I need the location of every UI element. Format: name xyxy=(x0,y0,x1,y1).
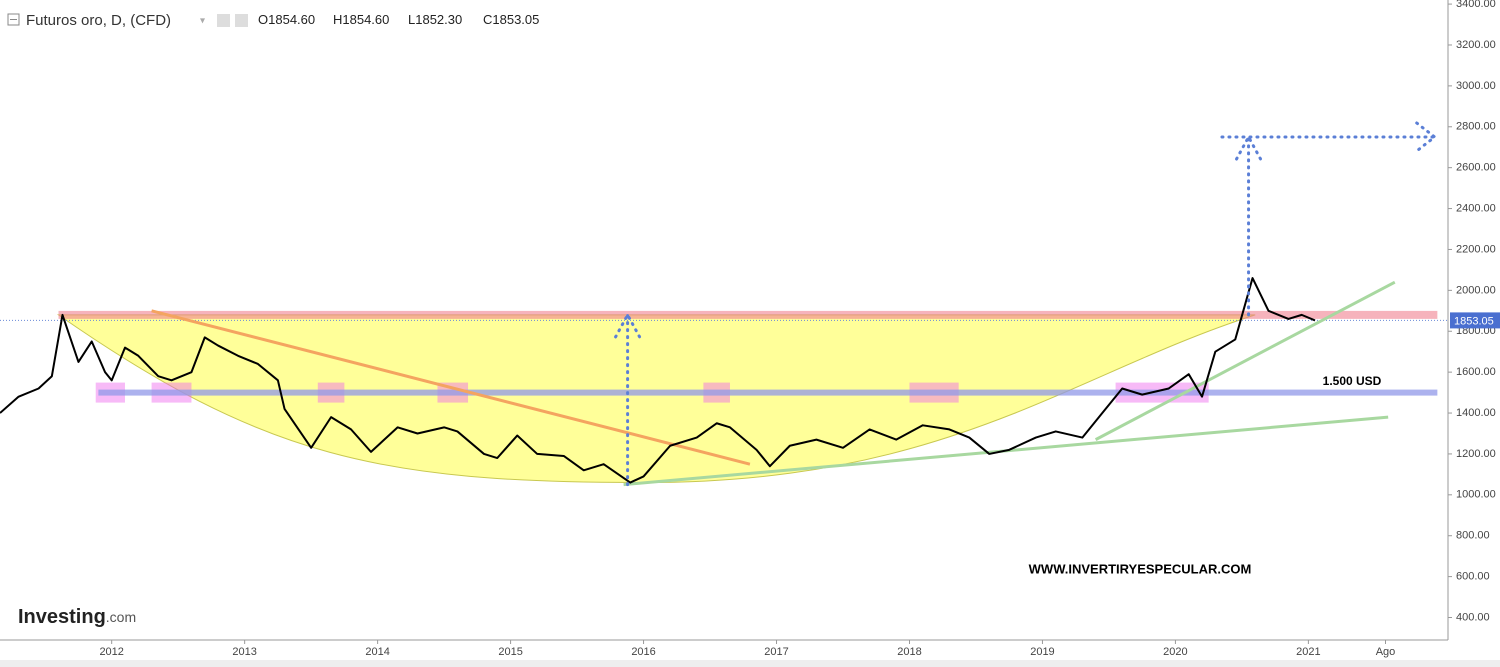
ohlc-item: H1854.60 xyxy=(333,12,389,27)
cup xyxy=(56,314,1256,484)
logo: Investing.com xyxy=(18,606,136,628)
x-tick-label: 2019 xyxy=(1030,646,1054,658)
y-tick-label: 2600.00 xyxy=(1456,162,1496,174)
ohlc-value: 1852.30 xyxy=(415,12,462,27)
x-tick-label: 2015 xyxy=(498,646,522,658)
last-price-label: 1853.05 xyxy=(1454,315,1494,327)
support-label: 1.500 USD xyxy=(1323,374,1382,388)
y-axis-area xyxy=(1448,0,1500,667)
x-tick-label: 2013 xyxy=(232,646,256,658)
support-band xyxy=(98,389,1438,396)
x-tick-label: Ago xyxy=(1376,646,1396,658)
logo-suffix: .com xyxy=(106,609,136,625)
logo-main: Investing xyxy=(18,606,106,628)
y-tick-label: 600.00 xyxy=(1456,571,1490,583)
chart-title: Futuros oro, D, (CFD) xyxy=(26,12,171,29)
ohlc-item: L1852.30 xyxy=(408,12,462,27)
resistance-band xyxy=(58,310,1438,319)
y-tick-label: 2000.00 xyxy=(1456,284,1496,296)
y-tick-label: 3000.00 xyxy=(1456,80,1496,92)
y-tick-label: 2200.00 xyxy=(1456,243,1496,255)
dropdown-arrow[interactable]: ▾ xyxy=(200,16,205,27)
measure-arrowhead xyxy=(614,311,642,339)
y-tick-label: 2400.00 xyxy=(1456,202,1496,214)
target-arrowhead xyxy=(1415,121,1438,153)
ohlc-key: C xyxy=(483,12,492,27)
y-tick-label: 1600.00 xyxy=(1456,366,1496,378)
x-tick-label: 2014 xyxy=(365,646,389,658)
trendline xyxy=(1094,280,1396,441)
x-tick-label: 2017 xyxy=(764,646,788,658)
ohlc-key: L xyxy=(408,12,415,27)
last-price-box xyxy=(1450,312,1500,329)
y-tick-label: 3400.00 xyxy=(1456,0,1496,10)
y-tick-label: 1200.00 xyxy=(1456,448,1496,460)
watermark: WWW.INVERTIRYESPECULAR.COM xyxy=(1029,561,1252,576)
ohlc-key: O xyxy=(258,12,268,27)
icon[interactable] xyxy=(235,14,248,27)
ohlc: O1854.60 H1854.60 L1852.30 C1853.05 xyxy=(258,12,539,27)
ohlc-value: 1854.60 xyxy=(342,12,389,27)
ohlc-key: H xyxy=(333,12,342,27)
x-tick-label: 2018 xyxy=(897,646,921,658)
y-tick-label: 400.00 xyxy=(1456,611,1490,623)
x-tick-label: 2012 xyxy=(99,646,123,658)
trendline xyxy=(151,309,751,466)
y-tick-label: 1400.00 xyxy=(1456,407,1496,419)
x-tick-label: 2021 xyxy=(1296,646,1320,658)
ohlc-item: C1853.05 xyxy=(483,12,539,27)
y-tick-label: 2800.00 xyxy=(1456,121,1496,133)
collapse-icon[interactable] xyxy=(7,13,20,26)
bottom-strip xyxy=(0,660,1500,667)
icon[interactable] xyxy=(217,14,230,27)
price-line xyxy=(0,277,1316,484)
ohlc-value: 1854.60 xyxy=(268,12,315,27)
y-tick-label: 3200.00 xyxy=(1456,39,1496,51)
ohlc-item: O1854.60 xyxy=(258,12,315,27)
x-tick-label: 2020 xyxy=(1163,646,1187,658)
ohlc-value: 1853.05 xyxy=(492,12,539,27)
measure-arrowhead xyxy=(1235,133,1263,161)
y-tick-label: 800.00 xyxy=(1456,530,1490,542)
x-tick-label: 2016 xyxy=(631,646,655,658)
y-tick-label: 1000.00 xyxy=(1456,489,1496,501)
